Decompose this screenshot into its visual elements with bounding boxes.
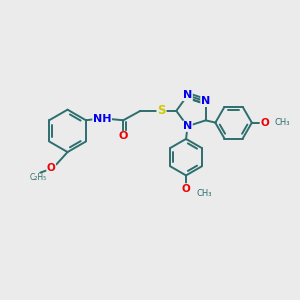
Text: O: O xyxy=(47,163,56,173)
Text: N: N xyxy=(183,121,192,131)
Text: CH₃: CH₃ xyxy=(196,189,212,198)
Text: O: O xyxy=(260,118,269,128)
Text: C₂H₅: C₂H₅ xyxy=(29,173,46,182)
Text: S: S xyxy=(157,104,166,117)
Text: CH₃: CH₃ xyxy=(275,118,290,127)
Text: N: N xyxy=(201,96,210,106)
Text: O: O xyxy=(118,131,128,142)
Text: NH: NH xyxy=(93,114,111,124)
Text: N: N xyxy=(183,90,192,100)
Text: O: O xyxy=(182,184,190,194)
